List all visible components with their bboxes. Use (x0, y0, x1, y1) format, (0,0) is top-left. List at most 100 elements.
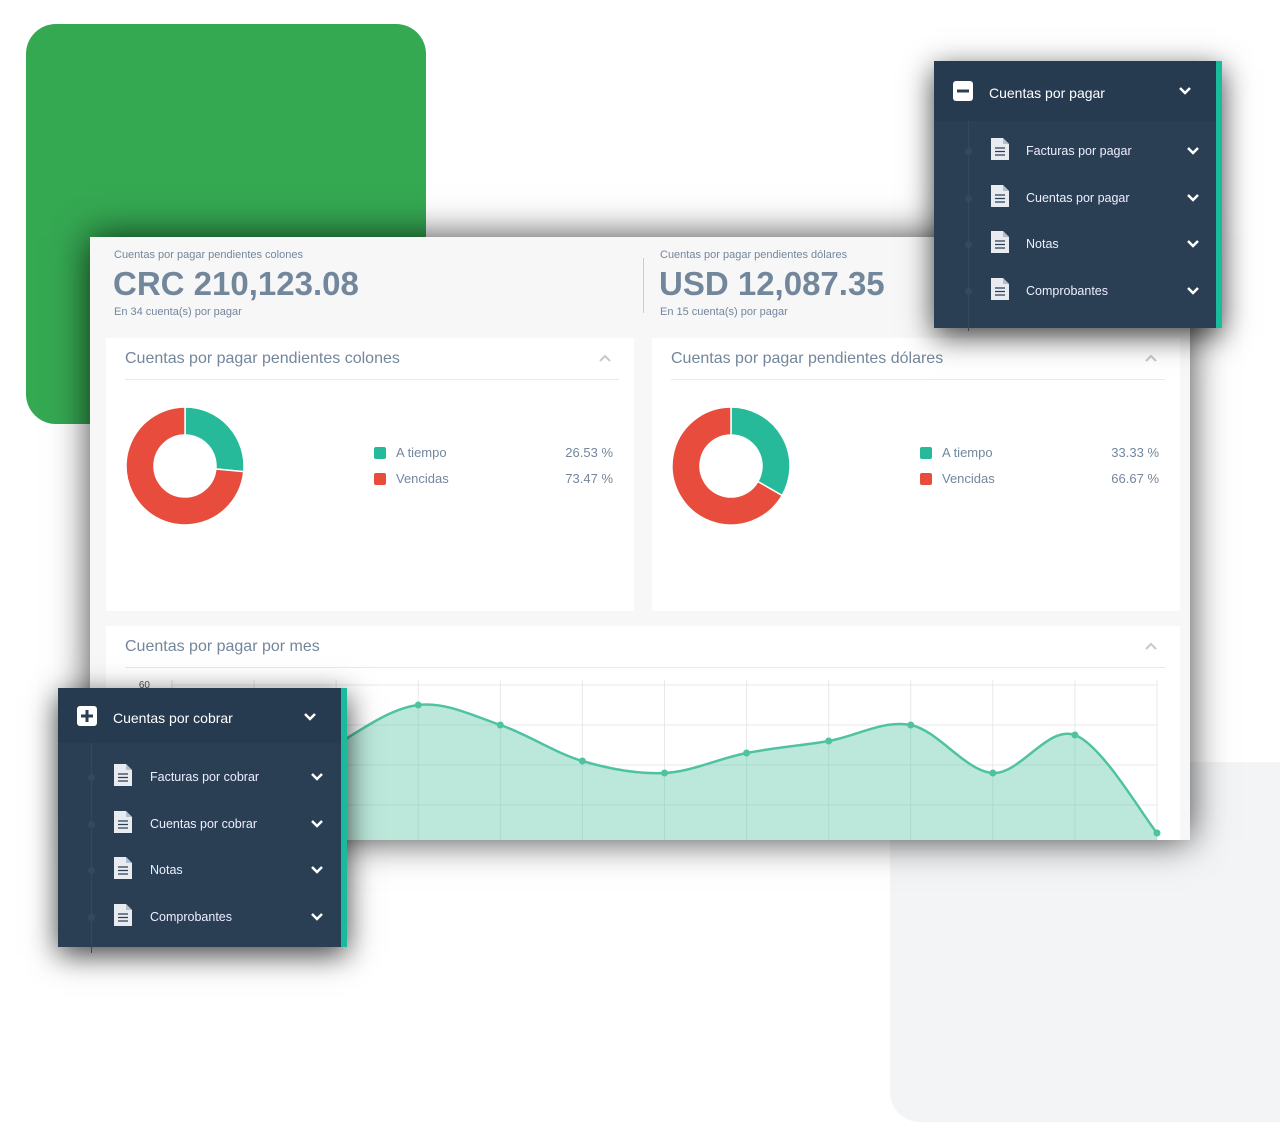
chart-card: Cuentas por pagar pendientes dólares A ti… (652, 338, 1180, 611)
title-rule (125, 667, 1165, 668)
chevron (311, 819, 323, 828)
chart-card: Cuentas por pagar pendientes colones A ti… (106, 338, 634, 611)
tree-line (91, 743, 92, 953)
icon-shape (1003, 138, 1009, 144)
expand-icon (77, 706, 97, 726)
icon-shape (126, 810, 132, 817)
legend-label: Vencidas (396, 471, 449, 486)
tree-dot (965, 241, 972, 249)
menu-item[interactable]: Cuentas por cobrar (150, 816, 258, 831)
icon-shape (1003, 231, 1009, 238)
donut-segment (671, 406, 784, 526)
icon-shape (114, 764, 132, 786)
chevron-shape (1187, 240, 1199, 249)
menu-title: Cuentas por pagar (989, 85, 1105, 101)
icon-shape (126, 857, 132, 864)
menu-item[interactable]: Comprobantes (150, 910, 232, 925)
page: Cuentas por pagar pendientes colones CRC… (26, 24, 1280, 1122)
tree-dot (88, 867, 95, 875)
menu-item[interactable]: Cuentas por pagar (1026, 190, 1130, 205)
tree-dot (965, 288, 972, 296)
icon-shape (1003, 278, 1009, 285)
file-icon (114, 904, 132, 927)
chevron (1179, 87, 1191, 95)
file-icon (991, 278, 1009, 301)
tree-dot (88, 914, 95, 922)
data-point (743, 749, 751, 757)
data-point (825, 737, 833, 745)
collapse-chevron[interactable] (598, 354, 612, 364)
icon-shape (995, 287, 1005, 296)
file-icon (991, 184, 1009, 207)
chevron (1187, 240, 1199, 249)
menu-item[interactable]: Facturas por pagar (1026, 144, 1132, 158)
chevron-shape (1187, 287, 1199, 295)
menu-item[interactable]: Notas (150, 863, 183, 878)
y-tick-label: 60 (139, 680, 151, 691)
collapse-icon (953, 81, 973, 101)
menu: Cuentas por pagar Facturas por pagar Cuen… (934, 61, 1222, 331)
dashboard: Cuentas por pagar pendientes colones CRC… (90, 237, 1190, 840)
collapse-chevron[interactable] (1144, 354, 1158, 364)
legend-value: 33.33 % (1111, 445, 1159, 460)
menu-header[interactable] (934, 61, 1216, 121)
file-icon (114, 764, 132, 786)
menu-item[interactable]: Facturas por cobrar (150, 770, 260, 784)
file-icon (114, 810, 132, 833)
chevron (1187, 193, 1199, 202)
chevron-shape (599, 354, 611, 362)
summary-amount: USD 12,087.35 (659, 265, 885, 302)
icon-shape (995, 194, 1005, 203)
file-icon (991, 138, 1009, 160)
chevron-shape (311, 819, 323, 828)
tree-dot (965, 148, 972, 155)
summary-label: Cuentas por pagar pendientes dólares (660, 249, 848, 261)
menu-item[interactable]: Notas (1026, 237, 1059, 252)
donut-segment (184, 406, 245, 473)
menu: Cuentas por cobrar Facturas por cobrar Cu… (58, 688, 347, 953)
menu-header[interactable] (58, 688, 341, 743)
tree-dot (965, 194, 972, 202)
chevron (1187, 147, 1199, 155)
icon-shape (114, 904, 132, 927)
legend-swatch (374, 473, 386, 485)
chevron-shape (1187, 193, 1199, 202)
legend-label: A tiempo (942, 445, 993, 460)
icon-shape (995, 240, 1005, 250)
donut-chart: A tiempo 33.33 % Vencidas 66.67 % (671, 406, 1159, 526)
data-point (661, 769, 668, 777)
data-point (578, 757, 586, 765)
chart-title: Cuentas por pagar pendientes dólares (671, 350, 944, 367)
divider (643, 258, 644, 313)
donut-segment (125, 406, 245, 526)
icon-shape (118, 820, 128, 829)
chart-title: Cuentas por pagar por mes (125, 638, 320, 655)
chevron (1187, 287, 1199, 295)
title-rule (671, 379, 1165, 380)
chevron (311, 773, 323, 781)
file-icon (114, 857, 132, 880)
legend-swatch (920, 473, 932, 485)
chevron (311, 866, 323, 875)
summary-label: Cuentas por pagar pendientes colones (114, 249, 303, 261)
legend-value: 26.53 % (565, 445, 613, 460)
tree-dot (88, 774, 95, 781)
menu-item[interactable]: Comprobantes (1026, 284, 1108, 299)
legend-label: Vencidas (942, 471, 995, 486)
legend-value: 73.47 % (565, 471, 613, 486)
chevron-shape (1145, 642, 1157, 650)
legend-label: A tiempo (396, 445, 447, 460)
collapse-chevron[interactable] (1144, 642, 1158, 652)
data-point (414, 701, 422, 709)
donut-segment (730, 406, 791, 497)
icon-shape (995, 147, 1005, 156)
area-fill (254, 704, 1157, 840)
summary-note: En 15 cuenta(s) por pagar (660, 306, 788, 318)
icon-shape (126, 764, 132, 770)
legend-value: 66.67 % (1111, 471, 1159, 486)
icon-shape (1003, 184, 1009, 191)
tree-line (968, 121, 969, 331)
legend-swatch (374, 447, 386, 459)
chevron-shape (311, 773, 323, 781)
icon-shape (118, 866, 128, 876)
